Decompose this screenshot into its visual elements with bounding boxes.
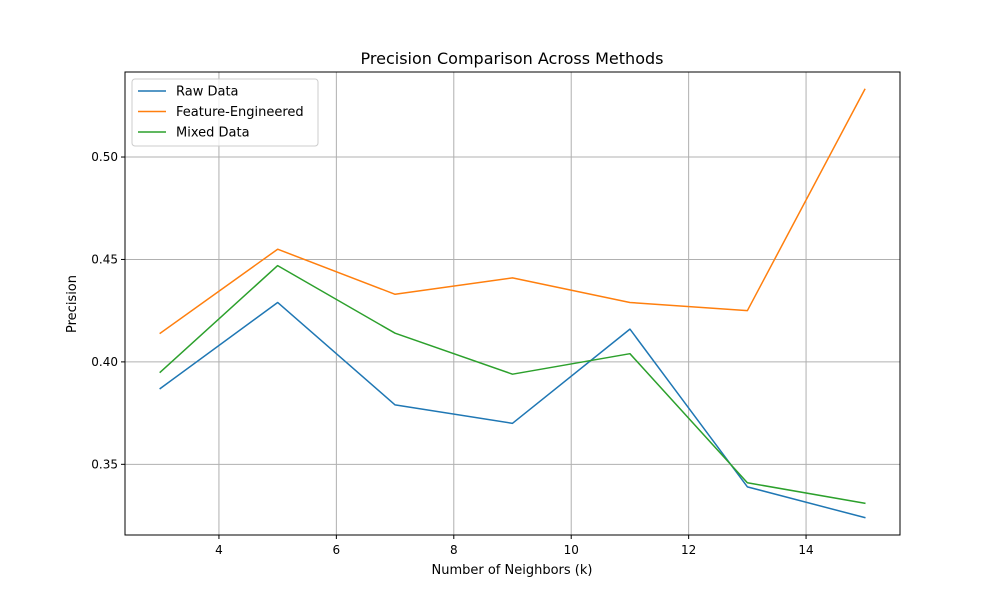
y-axis-ticks: 0.35 0.40 0.45 0.50 xyxy=(91,150,125,471)
series-lines xyxy=(159,88,866,519)
x-tick-label: 8 xyxy=(450,543,458,557)
series-line-feature-engineered xyxy=(159,88,866,335)
chart-title: Precision Comparison Across Methods xyxy=(361,49,664,68)
grid xyxy=(125,72,900,535)
y-tick-label: 0.35 xyxy=(91,457,118,471)
legend: Raw Data Feature-Engineered Mixed Data xyxy=(131,78,319,147)
y-tick-label: 0.50 xyxy=(91,150,118,164)
x-axis-label: Number of Neighbors (k) xyxy=(432,563,593,578)
y-tick-label: 0.45 xyxy=(91,252,118,266)
series-line-raw-data xyxy=(159,301,866,519)
x-axis-ticks: 4 6 8 10 12 14 xyxy=(215,535,814,557)
y-axis-label: Precision xyxy=(65,275,80,333)
legend-box xyxy=(131,78,319,147)
series-line-mixed-data xyxy=(159,264,866,505)
legend-label-mixed-data: Mixed Data xyxy=(176,126,250,141)
x-tick-label: 10 xyxy=(564,543,579,557)
x-tick-label: 6 xyxy=(333,543,341,557)
x-tick-label: 14 xyxy=(798,543,813,557)
x-tick-label: 12 xyxy=(681,543,696,557)
y-tick-label: 0.40 xyxy=(91,355,118,369)
legend-label-raw-data: Raw Data xyxy=(176,85,239,100)
legend-label-feature-engineered: Feature-Engineered xyxy=(176,105,304,120)
plot-area-frame xyxy=(124,71,901,536)
x-tick-label: 4 xyxy=(215,543,223,557)
